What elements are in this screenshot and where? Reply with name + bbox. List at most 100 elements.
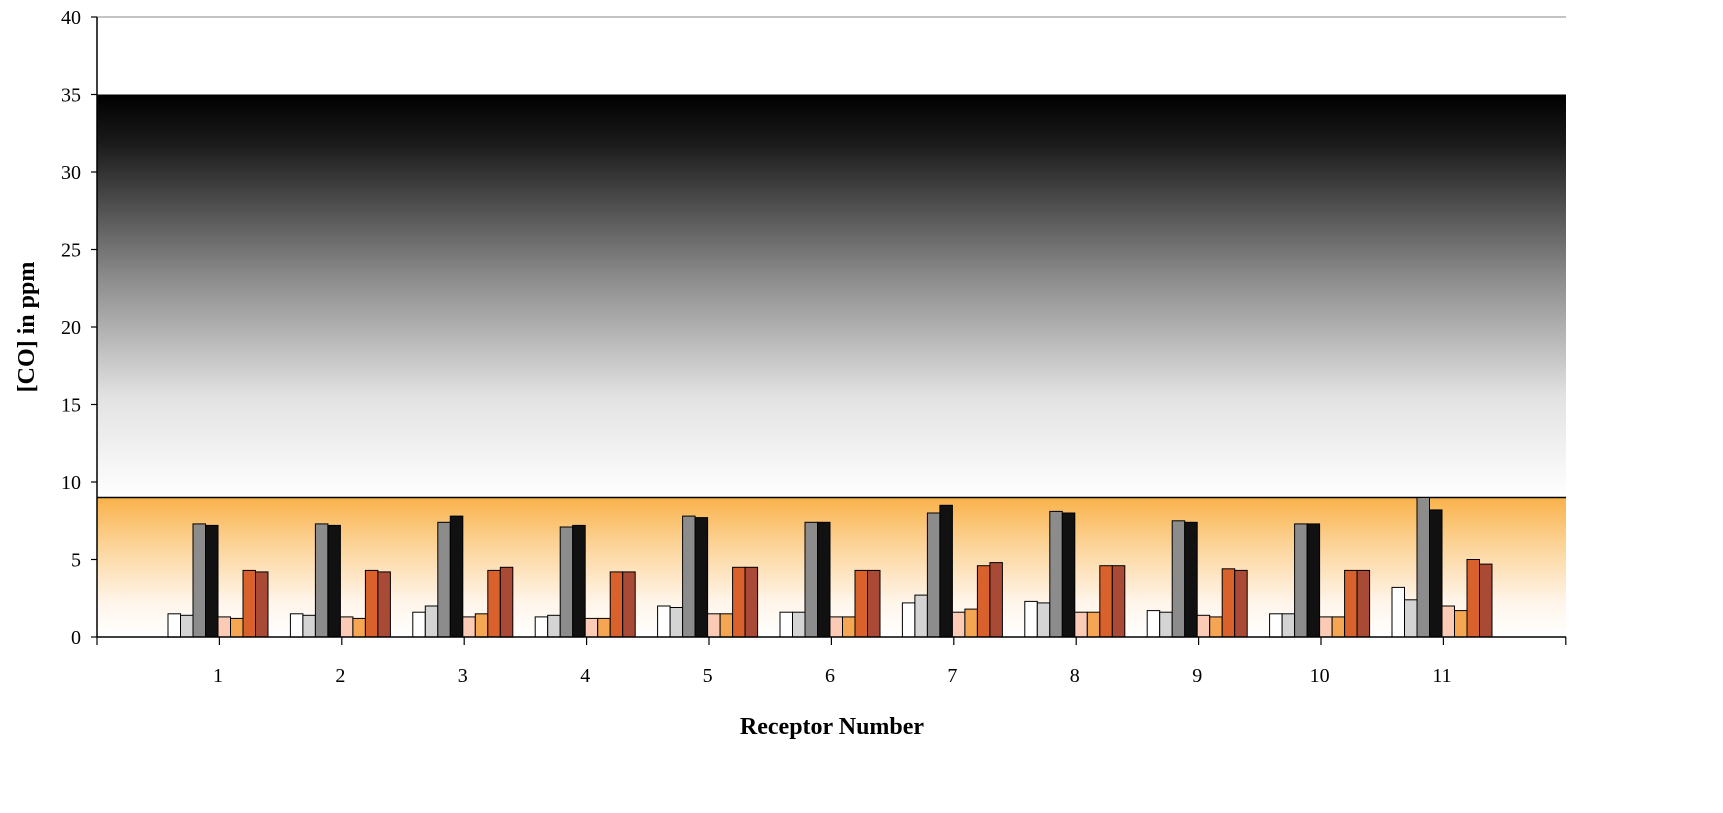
bar-6-4 — [817, 521, 831, 638]
bar-7-6 — [964, 608, 978, 638]
axes — [91, 16, 1567, 645]
bar-6-3 — [804, 521, 818, 638]
bar-11-2 — [1404, 599, 1418, 638]
x-tick-label: 9 — [1192, 665, 1202, 687]
bar-2-4 — [327, 524, 341, 638]
y-tick-label: 20 — [61, 317, 81, 339]
bar-3-2 — [424, 605, 439, 638]
bar-5-1 — [657, 605, 671, 638]
bar-11-7 — [1466, 559, 1480, 638]
bar-2-5 — [339, 616, 354, 638]
bar-5-6 — [719, 613, 734, 638]
bar-9-5 — [1196, 614, 1211, 638]
bar-9-1 — [1146, 610, 1161, 638]
bar-9-3 — [1171, 520, 1186, 638]
x-tick-label: 3 — [458, 665, 468, 687]
bar-1-2 — [180, 614, 194, 638]
bar-5-4 — [694, 517, 709, 638]
bar-10-3 — [1294, 523, 1308, 638]
bar-4-1 — [534, 616, 549, 638]
x-tick-label: 7 — [947, 665, 957, 687]
bar-10-4 — [1306, 523, 1321, 638]
y-tick-label: 30 — [61, 162, 81, 184]
bar-4-6 — [597, 617, 611, 638]
bar-10-7 — [1344, 569, 1358, 638]
bar-2-3 — [314, 523, 329, 638]
bar-7-8 — [989, 562, 1003, 638]
bar-10-6 — [1331, 616, 1346, 638]
bar-11-4 — [1429, 509, 1443, 638]
bar-10-8 — [1356, 569, 1371, 638]
y-tick-label: 15 — [61, 395, 81, 417]
x-tick-label: 10 — [1310, 665, 1330, 687]
bar-10-2 — [1281, 613, 1296, 638]
x-tick-label: 8 — [1070, 665, 1080, 687]
bar-7-1 — [901, 602, 916, 638]
x-tick-label: 2 — [335, 665, 345, 687]
bar-11-3 — [1416, 497, 1430, 638]
bar-8-7 — [1099, 565, 1113, 638]
bar-6-6 — [842, 616, 856, 638]
y-axis-title: [CO] in ppm — [14, 262, 40, 393]
bar-5-3 — [682, 515, 696, 638]
bar-11-6 — [1454, 610, 1468, 638]
y-tick-label: 0 — [71, 627, 81, 649]
bar-6-7 — [854, 569, 868, 638]
bar-2-7 — [364, 569, 379, 638]
bar-3-5 — [462, 616, 476, 638]
bar-8-1 — [1024, 600, 1038, 638]
bar-2-8 — [377, 571, 391, 638]
bar-8-6 — [1086, 611, 1101, 638]
bar-5-5 — [707, 613, 721, 638]
bar-3-3 — [437, 521, 451, 638]
bar-8-3 — [1049, 510, 1063, 638]
bar-1-4 — [205, 524, 219, 638]
bar-4-4 — [572, 524, 586, 638]
band-1 — [97, 94, 1566, 498]
bar-5-8 — [744, 566, 759, 638]
y-tick-label: 10 — [61, 472, 81, 494]
bar-9-2 — [1159, 611, 1173, 638]
bar-8-5 — [1074, 611, 1088, 638]
bar-8-4 — [1061, 512, 1076, 638]
bar-1-3 — [192, 523, 206, 638]
bar-9-4 — [1184, 521, 1198, 638]
bar-10-1 — [1269, 613, 1283, 638]
bar-8-2 — [1036, 602, 1051, 638]
bar-5-7 — [732, 566, 746, 638]
bar-11-1 — [1391, 586, 1405, 638]
bar-5-2 — [669, 607, 684, 638]
x-tick-label: 1 — [213, 665, 223, 687]
x-tick-label: 6 — [825, 665, 835, 687]
band-2 — [97, 497, 1566, 637]
bar-7-4 — [939, 504, 953, 638]
bar-9-8 — [1234, 569, 1248, 638]
bar-7-7 — [976, 565, 991, 638]
bar-7-3 — [926, 512, 941, 638]
bar-1-7 — [242, 569, 256, 638]
bar-8-8 — [1111, 565, 1126, 638]
bar-2-6 — [352, 617, 366, 638]
x-axis-title: Receptor Number — [740, 714, 925, 740]
bar-4-3 — [559, 526, 574, 638]
bar-2-1 — [289, 613, 304, 638]
y-tick-label: 40 — [61, 7, 81, 29]
bar-6-1 — [779, 611, 793, 638]
bar-6-8 — [867, 569, 881, 638]
bar-1-6 — [230, 617, 244, 638]
y-tick-label: 35 — [61, 85, 81, 107]
bar-3-1 — [412, 611, 426, 638]
bar-3-4 — [449, 515, 464, 638]
bar-3-6 — [474, 613, 489, 638]
bar-1-1 — [167, 613, 181, 638]
bar-2-2 — [302, 614, 316, 638]
x-tick-label: 4 — [580, 665, 590, 687]
bar-9-6 — [1209, 616, 1223, 638]
background-bands — [97, 16, 1566, 637]
x-tick-label: 11 — [1432, 665, 1451, 687]
bars — [167, 497, 1493, 638]
y-tick-label: 5 — [71, 550, 81, 572]
x-tick-label: 5 — [703, 665, 713, 687]
bar-4-2 — [547, 614, 561, 638]
